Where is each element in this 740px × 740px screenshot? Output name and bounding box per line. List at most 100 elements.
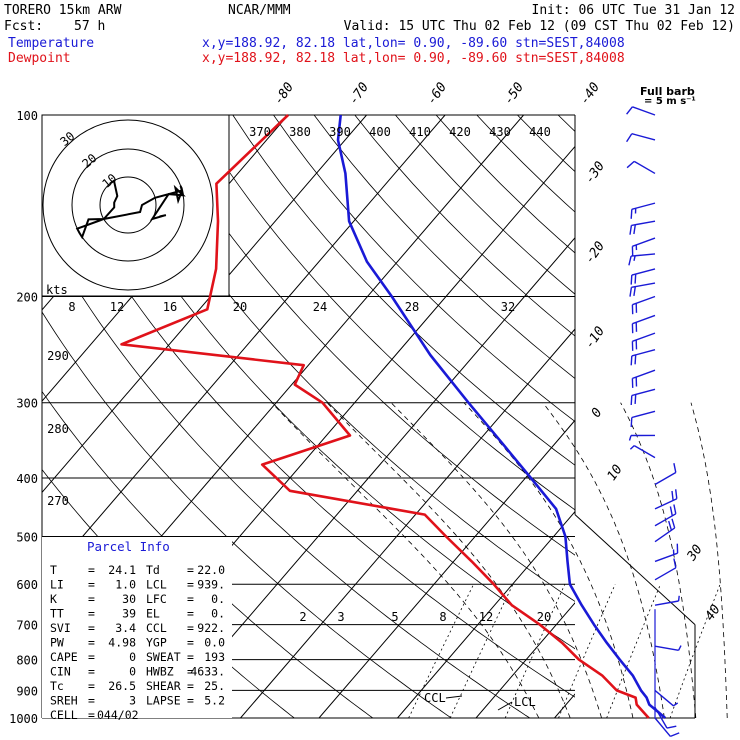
parcel-key: SVI xyxy=(50,621,71,635)
wind-barb-staff xyxy=(654,689,674,707)
moist-adiabat-line xyxy=(271,402,540,718)
wind-barb xyxy=(654,645,682,651)
isotherm-label-top: -80 xyxy=(271,80,297,108)
parcel-value: 3 xyxy=(129,694,136,708)
pressure-label: 800 xyxy=(16,654,38,668)
parcel-key: SREH xyxy=(50,694,78,708)
wind-barb-half xyxy=(673,702,679,707)
wind-barb-staff xyxy=(654,471,677,486)
wind-barb-flag xyxy=(668,520,673,531)
ccl-label: CCL xyxy=(424,691,446,705)
parcel-value: 25. xyxy=(204,679,225,693)
parcel-info-title: Parcel Info xyxy=(87,539,170,554)
wind-barb-flag xyxy=(628,255,632,266)
dry-adiabat-line xyxy=(232,115,575,466)
parcel-key: CCL xyxy=(146,621,167,635)
parcel-info-box xyxy=(42,537,232,718)
wind-barb-flag xyxy=(626,106,633,115)
wind-barb-staff xyxy=(631,410,656,419)
parcel-value: 939. xyxy=(197,578,225,592)
mixing-ratio-label: 2 xyxy=(299,610,306,624)
moist-adiabat-line xyxy=(690,402,728,718)
parcel-key: CIN xyxy=(50,665,71,679)
parcel-eq: = xyxy=(187,563,194,577)
isotherm-label-top: -40 xyxy=(577,80,603,108)
isotherm-line xyxy=(161,237,575,718)
parcel-key: TT xyxy=(50,607,64,621)
theta-label: 380 xyxy=(289,125,311,139)
wind-barb-flag xyxy=(673,504,677,514)
mixing-ratio-label: 5 xyxy=(391,610,398,624)
wind-barb xyxy=(654,543,679,563)
forecast-hours: 57 h xyxy=(74,19,105,34)
parcel-value: 0.0 xyxy=(204,636,225,650)
parcel-key: SWEAT xyxy=(146,650,181,664)
wind-barb xyxy=(630,202,656,219)
wind-barb-flag xyxy=(673,558,677,568)
full-barb-label: Full barb xyxy=(640,85,695,98)
dry-adiabat-line xyxy=(599,115,740,718)
moist-adiabat-line xyxy=(463,402,634,718)
parcel-eq: = xyxy=(187,621,194,635)
pressure-axis-labels: 100 200 300 400 500 600 700 800 900 1000 xyxy=(9,109,38,726)
parcel-key: EL xyxy=(146,607,160,621)
wind-barb-staff xyxy=(654,513,677,527)
parcel-value: 4633. xyxy=(190,665,225,679)
theta-label: 430 xyxy=(489,125,511,139)
pressure-label: 700 xyxy=(16,619,38,633)
parcel-eq: = xyxy=(88,708,95,722)
temperature-line xyxy=(336,114,667,719)
wind-barb xyxy=(630,388,656,406)
wind-barbs xyxy=(626,106,682,738)
mixing-ratio-label: 12 xyxy=(479,610,493,624)
isotherm-label-top: -50 xyxy=(501,80,527,108)
lcl-label: LCL xyxy=(514,695,536,709)
wind-barb-flag xyxy=(626,160,635,169)
hodograph-axis-label: 32 xyxy=(501,300,515,314)
dewpoint-location: x,y=188.92, 82.18 lat,lon= 0.90, -89.60 … xyxy=(202,51,625,66)
isotherm-label-right: 10 xyxy=(604,462,625,484)
wind-barb-flag xyxy=(629,225,633,235)
wind-barb-staff xyxy=(632,295,656,306)
init-time: Init: 06 UTC Tue 31 Jan 12 xyxy=(532,3,736,18)
parcel-value: 22.0 xyxy=(197,563,225,577)
wind-barb-staff xyxy=(632,332,656,342)
dry-adiabat-line xyxy=(313,115,575,379)
hodograph-axis-label: 16 xyxy=(163,300,177,314)
mixing-ratio-line xyxy=(449,584,514,718)
mixing-ratio-label: 3 xyxy=(337,610,344,624)
wind-barb-staff xyxy=(632,369,656,380)
wind-barb-staff xyxy=(654,567,677,581)
wind-barb xyxy=(654,489,678,510)
wind-barb-staff xyxy=(654,645,679,651)
isotherm-line xyxy=(240,328,575,718)
parcel-key: Tc xyxy=(50,679,64,693)
wind-barb-flag xyxy=(630,355,633,366)
isotherm-line xyxy=(42,115,367,494)
parcel-value: 24.1 xyxy=(108,563,136,577)
wind-barb-staff xyxy=(631,133,656,141)
isotherm-line xyxy=(712,115,740,718)
dry-adiabat-line xyxy=(435,115,575,254)
temperature-legend: Temperature xyxy=(8,36,94,51)
wind-barb xyxy=(629,220,656,235)
parcel-value: 1.0 xyxy=(115,578,136,592)
wind-barb-staff xyxy=(654,600,679,606)
parcel-eq: = xyxy=(187,665,194,679)
dry-adiabat-line xyxy=(557,115,575,132)
ccl-arrow xyxy=(445,695,463,699)
parcel-value: 0. xyxy=(211,592,225,606)
right-axis-bend xyxy=(574,514,696,625)
wind-barb xyxy=(626,133,656,143)
level-annotations: CCL LCL xyxy=(424,691,536,711)
wind-barb-flag xyxy=(630,209,633,219)
wind-barb-half xyxy=(629,445,635,450)
parcel-key: T xyxy=(50,563,57,577)
parcel-eq: = xyxy=(187,578,194,592)
wind-barb-flag xyxy=(671,518,676,529)
parcel-eq: = xyxy=(88,694,95,708)
parcel-value: 193 xyxy=(204,650,225,664)
dry-adiabat-line xyxy=(110,115,575,602)
wind-barb xyxy=(654,558,677,581)
